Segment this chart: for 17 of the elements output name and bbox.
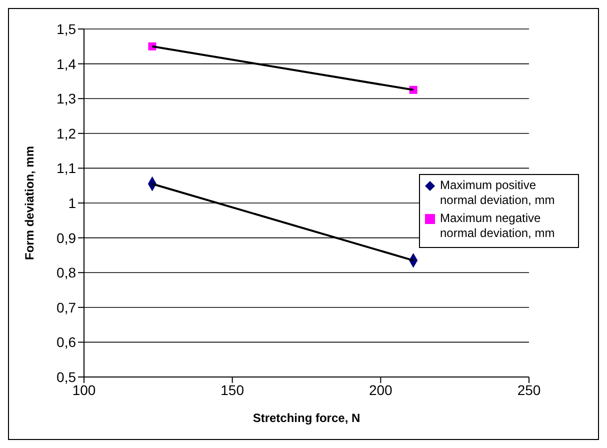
y-tick-label: 1,4: [56, 56, 76, 72]
y-tick-label: 1: [68, 194, 76, 211]
y-tick-label: 0,6: [56, 334, 76, 350]
legend-label: Maximum positive normal deviation, mm: [440, 178, 556, 208]
y-tick-label: 1,2: [56, 125, 76, 142]
y-tick-label: 1,5: [56, 20, 76, 37]
y-tick-label: 0,7: [56, 299, 76, 316]
y-tick-label: 1,1: [56, 160, 76, 176]
y-axis-title: Form deviation, mm: [22, 146, 36, 260]
x-tick-label: 200: [368, 382, 393, 398]
x-axis-title: Stretching force, N: [252, 411, 360, 425]
y-tick-label: 1,3: [56, 90, 76, 107]
legend-label: Maximum negative normal deviation, mm: [440, 211, 556, 241]
y-tick-label: 0,9: [56, 230, 76, 246]
x-tick-label: 150: [220, 382, 244, 398]
y-tick-label: 0,8: [56, 264, 76, 281]
x-tick-label: 250: [517, 382, 541, 398]
